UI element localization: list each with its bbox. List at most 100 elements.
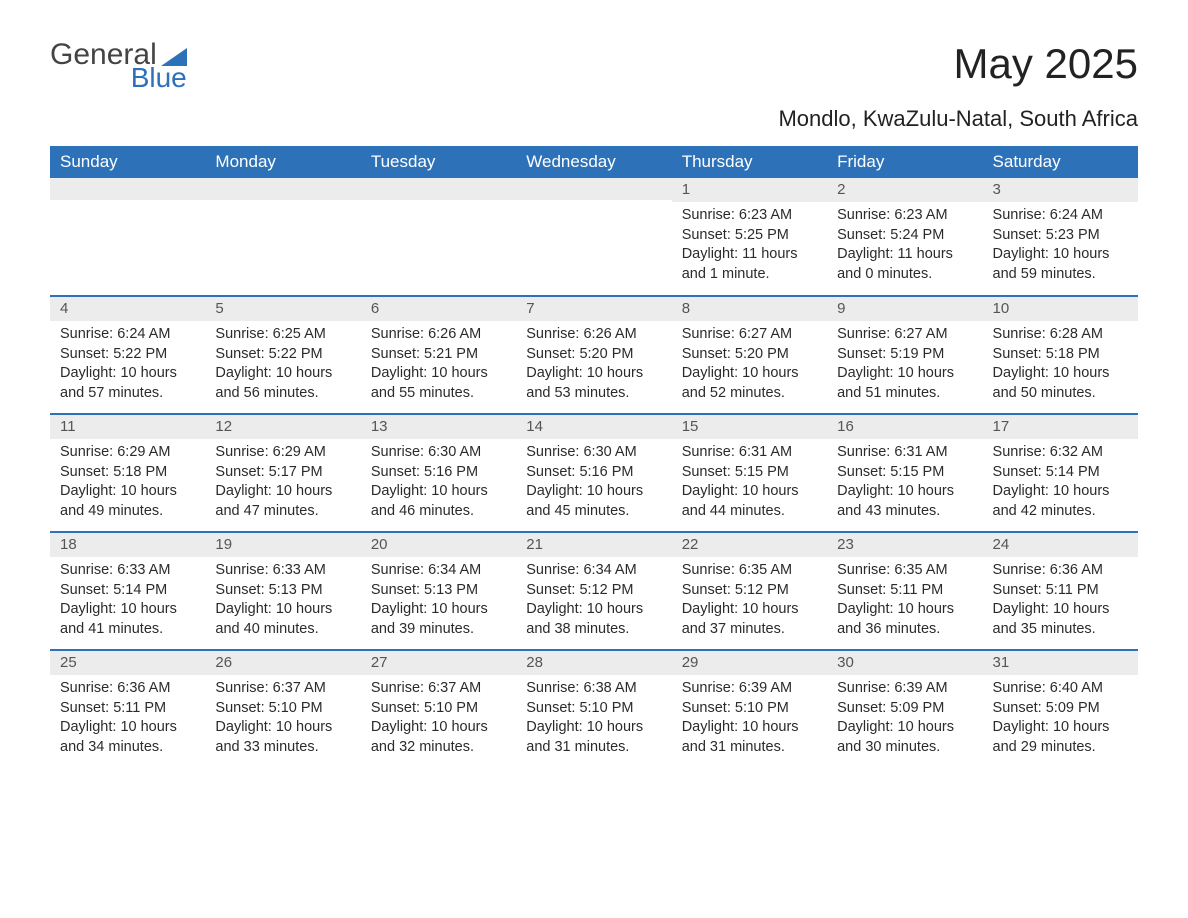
page-title: May 2025 — [778, 40, 1138, 88]
sunrise-text: Sunrise: 6:38 AM — [526, 679, 661, 699]
daylight-text: Daylight: 10 hours and 49 minutes. — [60, 482, 195, 521]
sunrise-text: Sunrise: 6:29 AM — [215, 443, 350, 463]
sunrise-text: Sunrise: 6:35 AM — [682, 561, 817, 581]
sunset-text: Sunset: 5:11 PM — [837, 581, 972, 601]
daylight-text: Daylight: 10 hours and 41 minutes. — [60, 600, 195, 639]
calendar-day-cell: 1Sunrise: 6:23 AMSunset: 5:25 PMDaylight… — [672, 178, 827, 296]
sunset-text: Sunset: 5:14 PM — [993, 463, 1128, 483]
day-number: 2 — [827, 178, 982, 202]
sunset-text: Sunset: 5:15 PM — [837, 463, 972, 483]
sunset-text: Sunset: 5:19 PM — [837, 345, 972, 365]
calendar-day-cell: 11Sunrise: 6:29 AMSunset: 5:18 PMDayligh… — [50, 414, 205, 532]
day-body: Sunrise: 6:30 AMSunset: 5:16 PMDaylight:… — [361, 439, 516, 529]
day-number: 29 — [672, 651, 827, 675]
calendar-day-cell: 8Sunrise: 6:27 AMSunset: 5:20 PMDaylight… — [672, 296, 827, 414]
day-number: 4 — [50, 297, 205, 321]
calendar-day-cell: 18Sunrise: 6:33 AMSunset: 5:14 PMDayligh… — [50, 532, 205, 650]
day-body: Sunrise: 6:35 AMSunset: 5:11 PMDaylight:… — [827, 557, 982, 647]
sunrise-text: Sunrise: 6:33 AM — [60, 561, 195, 581]
calendar-day-cell: 24Sunrise: 6:36 AMSunset: 5:11 PMDayligh… — [983, 532, 1138, 650]
calendar-day-cell: 10Sunrise: 6:28 AMSunset: 5:18 PMDayligh… — [983, 296, 1138, 414]
sunrise-text: Sunrise: 6:26 AM — [526, 325, 661, 345]
sunrise-text: Sunrise: 6:34 AM — [526, 561, 661, 581]
sunset-text: Sunset: 5:16 PM — [526, 463, 661, 483]
daylight-text: Daylight: 10 hours and 57 minutes. — [60, 364, 195, 403]
weekday-header: Monday — [205, 146, 360, 178]
calendar-day-cell — [50, 178, 205, 296]
daylight-text: Daylight: 10 hours and 34 minutes. — [60, 718, 195, 757]
calendar-day-cell: 2Sunrise: 6:23 AMSunset: 5:24 PMDaylight… — [827, 178, 982, 296]
sunrise-text: Sunrise: 6:29 AM — [60, 443, 195, 463]
day-body: Sunrise: 6:29 AMSunset: 5:17 PMDaylight:… — [205, 439, 360, 529]
day-body — [516, 200, 671, 212]
day-number: 10 — [983, 297, 1138, 321]
day-number: 18 — [50, 533, 205, 557]
day-body: Sunrise: 6:32 AMSunset: 5:14 PMDaylight:… — [983, 439, 1138, 529]
day-body: Sunrise: 6:27 AMSunset: 5:20 PMDaylight:… — [672, 321, 827, 411]
calendar-day-cell: 5Sunrise: 6:25 AMSunset: 5:22 PMDaylight… — [205, 296, 360, 414]
day-number: 9 — [827, 297, 982, 321]
sunset-text: Sunset: 5:09 PM — [993, 699, 1128, 719]
day-number: 17 — [983, 415, 1138, 439]
daylight-text: Daylight: 10 hours and 47 minutes. — [215, 482, 350, 521]
day-number: 8 — [672, 297, 827, 321]
day-body: Sunrise: 6:23 AMSunset: 5:25 PMDaylight:… — [672, 202, 827, 292]
day-body: Sunrise: 6:23 AMSunset: 5:24 PMDaylight:… — [827, 202, 982, 292]
daylight-text: Daylight: 10 hours and 59 minutes. — [993, 245, 1128, 284]
sunrise-text: Sunrise: 6:34 AM — [371, 561, 506, 581]
day-body — [361, 200, 516, 212]
day-body: Sunrise: 6:26 AMSunset: 5:20 PMDaylight:… — [516, 321, 671, 411]
day-body — [205, 200, 360, 212]
weekday-header: Tuesday — [361, 146, 516, 178]
calendar-day-cell: 7Sunrise: 6:26 AMSunset: 5:20 PMDaylight… — [516, 296, 671, 414]
weekday-header: Wednesday — [516, 146, 671, 178]
daylight-text: Daylight: 10 hours and 37 minutes. — [682, 600, 817, 639]
day-number: 27 — [361, 651, 516, 675]
calendar-day-cell: 27Sunrise: 6:37 AMSunset: 5:10 PMDayligh… — [361, 650, 516, 768]
calendar-day-cell: 3Sunrise: 6:24 AMSunset: 5:23 PMDaylight… — [983, 178, 1138, 296]
calendar-day-cell: 13Sunrise: 6:30 AMSunset: 5:16 PMDayligh… — [361, 414, 516, 532]
daylight-text: Daylight: 10 hours and 31 minutes. — [682, 718, 817, 757]
sunrise-text: Sunrise: 6:37 AM — [215, 679, 350, 699]
daylight-text: Daylight: 10 hours and 32 minutes. — [371, 718, 506, 757]
calendar-day-cell: 28Sunrise: 6:38 AMSunset: 5:10 PMDayligh… — [516, 650, 671, 768]
day-body: Sunrise: 6:31 AMSunset: 5:15 PMDaylight:… — [827, 439, 982, 529]
daylight-text: Daylight: 11 hours and 0 minutes. — [837, 245, 972, 284]
day-number: 24 — [983, 533, 1138, 557]
weekday-header: Sunday — [50, 146, 205, 178]
sunrise-text: Sunrise: 6:28 AM — [993, 325, 1128, 345]
sunrise-text: Sunrise: 6:36 AM — [993, 561, 1128, 581]
day-number: 13 — [361, 415, 516, 439]
daylight-text: Daylight: 10 hours and 35 minutes. — [993, 600, 1128, 639]
sunrise-text: Sunrise: 6:31 AM — [682, 443, 817, 463]
day-number: 28 — [516, 651, 671, 675]
day-number: 25 — [50, 651, 205, 675]
sunset-text: Sunset: 5:15 PM — [682, 463, 817, 483]
daylight-text: Daylight: 10 hours and 30 minutes. — [837, 718, 972, 757]
calendar-body: 1Sunrise: 6:23 AMSunset: 5:25 PMDaylight… — [50, 178, 1138, 768]
calendar-day-cell: 25Sunrise: 6:36 AMSunset: 5:11 PMDayligh… — [50, 650, 205, 768]
calendar-week-row: 1Sunrise: 6:23 AMSunset: 5:25 PMDaylight… — [50, 178, 1138, 296]
triangle-icon — [161, 48, 187, 66]
sunset-text: Sunset: 5:20 PM — [682, 345, 817, 365]
sunset-text: Sunset: 5:17 PM — [215, 463, 350, 483]
sunset-text: Sunset: 5:12 PM — [526, 581, 661, 601]
day-number: 14 — [516, 415, 671, 439]
day-body: Sunrise: 6:33 AMSunset: 5:14 PMDaylight:… — [50, 557, 205, 647]
day-number: 21 — [516, 533, 671, 557]
day-body: Sunrise: 6:36 AMSunset: 5:11 PMDaylight:… — [50, 675, 205, 765]
day-number: 26 — [205, 651, 360, 675]
sunrise-text: Sunrise: 6:32 AM — [993, 443, 1128, 463]
day-body: Sunrise: 6:26 AMSunset: 5:21 PMDaylight:… — [361, 321, 516, 411]
sunrise-text: Sunrise: 6:23 AM — [837, 206, 972, 226]
weekday-header-row: SundayMondayTuesdayWednesdayThursdayFrid… — [50, 146, 1138, 178]
sunrise-text: Sunrise: 6:30 AM — [371, 443, 506, 463]
calendar-day-cell: 16Sunrise: 6:31 AMSunset: 5:15 PMDayligh… — [827, 414, 982, 532]
daylight-text: Daylight: 10 hours and 45 minutes. — [526, 482, 661, 521]
calendar-day-cell: 14Sunrise: 6:30 AMSunset: 5:16 PMDayligh… — [516, 414, 671, 532]
sunrise-text: Sunrise: 6:36 AM — [60, 679, 195, 699]
daylight-text: Daylight: 10 hours and 43 minutes. — [837, 482, 972, 521]
daylight-text: Daylight: 10 hours and 36 minutes. — [837, 600, 972, 639]
sunset-text: Sunset: 5:10 PM — [526, 699, 661, 719]
day-number: 22 — [672, 533, 827, 557]
